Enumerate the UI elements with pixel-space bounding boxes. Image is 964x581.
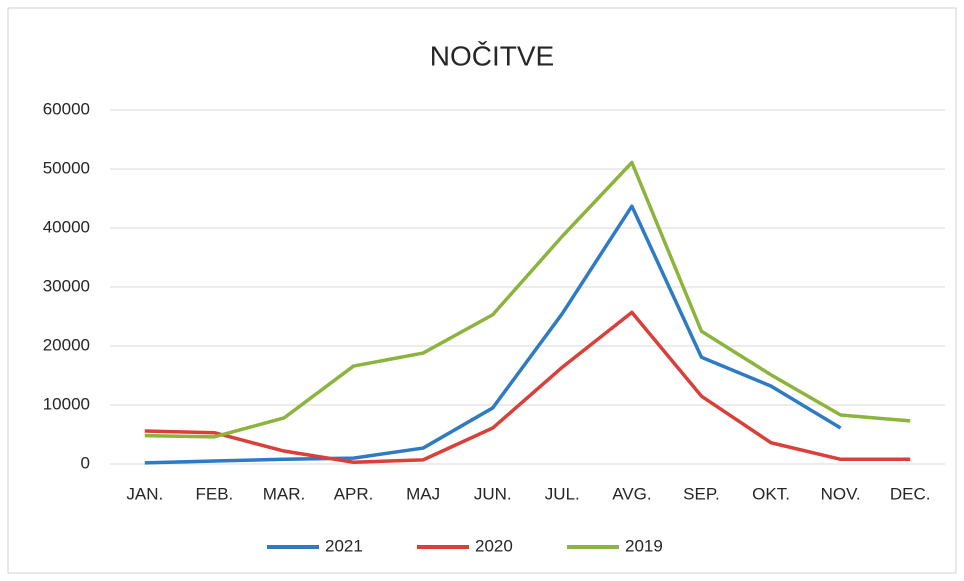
y-tick-label: 10000 (43, 394, 90, 413)
chart-frame (7, 7, 957, 574)
y-tick-label: 30000 (43, 276, 90, 295)
x-tick-label: APR. (334, 484, 374, 503)
x-tick-label: NOV. (821, 484, 861, 503)
series-line (144, 310, 911, 464)
x-tick-label: JUN. (474, 484, 512, 503)
chart-title: NOČITVE (430, 40, 554, 71)
legend-label: 2021 (325, 536, 363, 555)
series-line (144, 160, 911, 439)
x-tick-label: AVG. (612, 484, 651, 503)
x-tick-label: OKT. (752, 484, 790, 503)
y-tick-label: 0 (81, 453, 90, 472)
y-tick-label: 40000 (43, 217, 90, 236)
legend-label: 2020 (475, 536, 513, 555)
y-tick-label: 60000 (43, 99, 90, 118)
series-line (144, 204, 842, 465)
x-tick-label: SEP. (683, 484, 720, 503)
y-tick-label: 20000 (43, 335, 90, 354)
x-tick-label: JUL. (545, 484, 580, 503)
x-tick-label: MAR. (263, 484, 306, 503)
x-tick-label: MAJ (406, 484, 440, 503)
legend-label: 2019 (625, 536, 663, 555)
x-tick-label: DEC. (890, 484, 931, 503)
x-tick-label: FEB. (195, 484, 233, 503)
y-tick-label: 50000 (43, 158, 90, 177)
x-tick-label: JAN. (126, 484, 163, 503)
